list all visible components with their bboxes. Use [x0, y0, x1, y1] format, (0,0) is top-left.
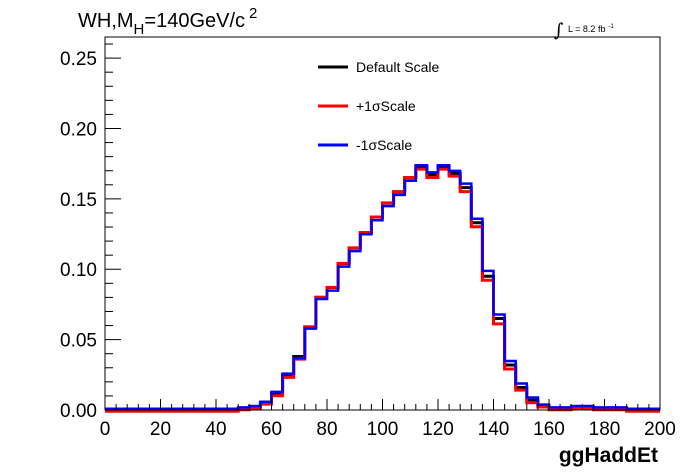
legend-label-plus: +1σScale — [356, 98, 416, 114]
legend-label-minus: -1σScale — [356, 137, 412, 153]
x-tick-label: 100 — [367, 419, 399, 440]
x-tick-label: 160 — [533, 419, 565, 440]
chart-title: WH,MH=140GeV/c 2 — [78, 5, 257, 38]
y-tick-label: 0.10 — [60, 260, 97, 281]
lumi-text: L = 8.2 fb — [568, 24, 605, 34]
lumi-superscript: -1 — [608, 24, 614, 30]
x-tick-label: 40 — [205, 419, 226, 440]
x-tick-label: 200 — [644, 419, 676, 440]
legend-label-default: Default Scale — [356, 59, 439, 75]
x-tick-label: 140 — [478, 419, 510, 440]
x-tick-label: 0 — [100, 419, 111, 440]
y-tick-label: 0.05 — [60, 331, 97, 352]
legend: Default Scale +1σScale -1σScale — [318, 59, 439, 153]
title-subscript: H — [134, 21, 145, 38]
x-tick-label: 180 — [589, 419, 621, 440]
y-tick-label: 0.25 — [60, 49, 97, 70]
title-prefix: WH,M — [78, 10, 134, 32]
axis-layer: 0 20 40 60 80 100 120 140 160 180 200 0.00 0.05 0.10 0… — [60, 43, 676, 440]
x-tick-label: 80 — [316, 419, 337, 440]
y-tick-label: 0.00 — [60, 401, 97, 422]
x-tick-label: 20 — [150, 419, 171, 440]
y-tick-label: 0.20 — [60, 119, 97, 140]
title-superscript: 2 — [249, 5, 257, 22]
title-main: =140GeV/c — [144, 10, 245, 32]
x-tick-label: 120 — [422, 419, 454, 440]
integral-symbol: ∫ — [554, 20, 564, 41]
x-axis-label: ggHaddEt — [559, 444, 658, 467]
y-tick-label: 0.15 — [60, 190, 97, 211]
lumi-label: L = 8.2 fb -1 — [568, 24, 614, 34]
x-tick-label: 60 — [261, 419, 282, 440]
